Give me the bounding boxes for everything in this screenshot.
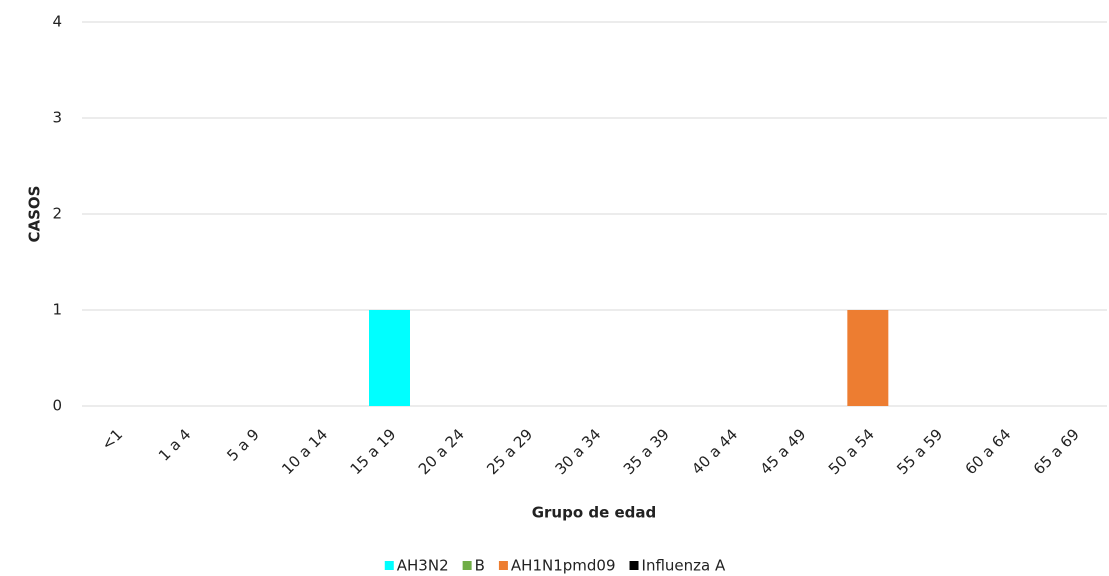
x-tick-label: 55 a 59 bbox=[893, 425, 946, 478]
bar bbox=[369, 310, 410, 406]
y-axis-title: CASOS bbox=[26, 186, 44, 243]
legend-label: AH1N1pmd09 bbox=[511, 557, 616, 575]
x-tick-label: 5 a 9 bbox=[223, 425, 262, 464]
legend-swatch bbox=[462, 561, 472, 570]
legend-swatch bbox=[498, 561, 508, 570]
y-tick-label: 1 bbox=[52, 301, 62, 319]
y-tick-label: 2 bbox=[52, 205, 62, 223]
legend-swatch bbox=[629, 561, 639, 570]
x-tick-label: 50 a 54 bbox=[825, 425, 878, 478]
y-tick-label: 0 bbox=[52, 397, 62, 415]
x-tick-label: 10 a 14 bbox=[278, 425, 331, 478]
x-tick-label: 65 a 69 bbox=[1030, 425, 1083, 478]
legend-swatch bbox=[384, 561, 394, 570]
y-tick-label: 3 bbox=[52, 109, 62, 127]
x-tick-label: 60 a 64 bbox=[962, 425, 1015, 478]
bar bbox=[847, 310, 889, 406]
x-tick-label: 20 a 24 bbox=[415, 425, 468, 478]
y-tick-label: 4 bbox=[52, 13, 62, 31]
x-tick-label: 25 a 29 bbox=[483, 425, 536, 478]
x-tick-label: 30 a 34 bbox=[552, 425, 605, 478]
x-tick-label: 40 a 44 bbox=[688, 425, 741, 478]
x-tick-label: 45 a 49 bbox=[757, 425, 810, 478]
x-tick-label: 35 a 39 bbox=[620, 425, 673, 478]
legend-label: Influenza A bbox=[642, 557, 726, 575]
x-tick-label: 1 a 4 bbox=[155, 425, 194, 464]
x-axis-title: Grupo de edad bbox=[532, 504, 657, 522]
legend-label: AH3N2 bbox=[397, 557, 449, 575]
x-tick-label: <1 bbox=[98, 425, 126, 453]
legend-label: B bbox=[475, 557, 485, 575]
x-tick-label: 15 a 19 bbox=[347, 425, 400, 478]
